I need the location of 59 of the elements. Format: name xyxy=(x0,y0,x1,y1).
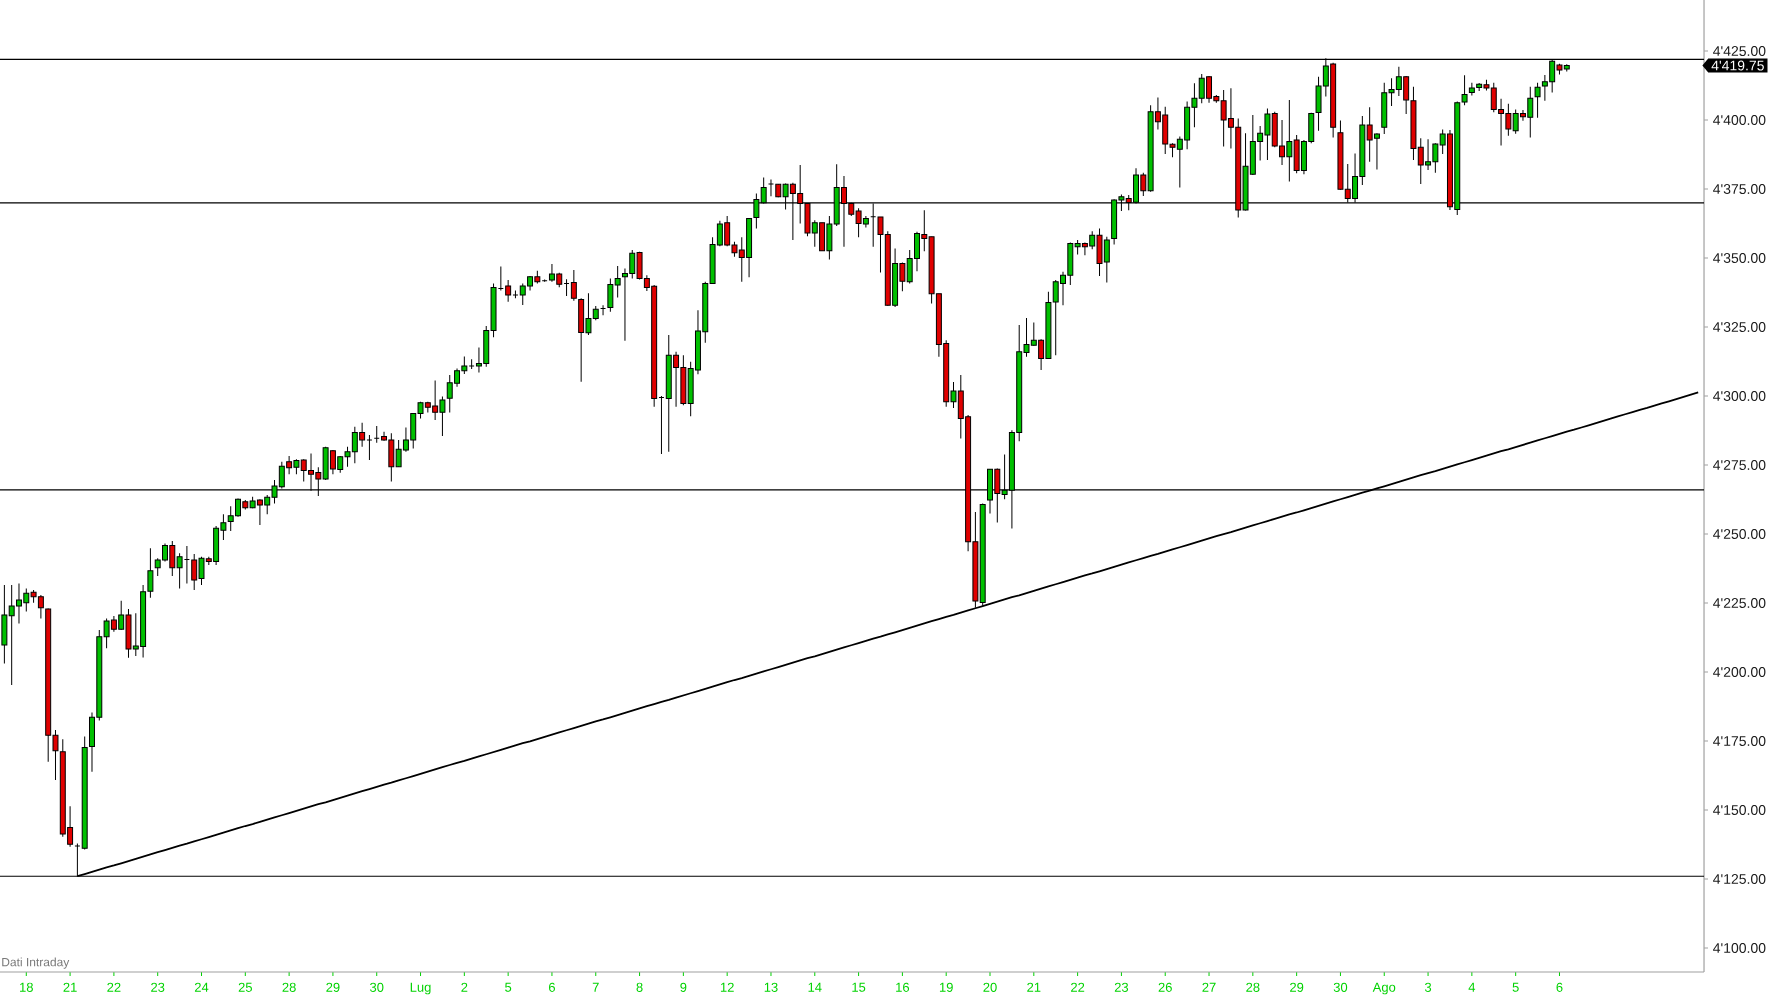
y-tick-label: 4'400.00 xyxy=(1713,115,1766,126)
x-tick-label: 3 xyxy=(1424,982,1432,992)
x-tick-label: 22 xyxy=(107,982,121,992)
x-tick-label: 6 xyxy=(549,982,555,992)
x-tick-label: 12 xyxy=(720,982,734,992)
candlestick xyxy=(607,277,614,313)
x-tick-label: 13 xyxy=(764,982,778,992)
y-tick-label: 4'175.00 xyxy=(1713,736,1766,746)
y-tick-label: 4'225.00 xyxy=(1713,598,1766,608)
x-tick-label: 14 xyxy=(808,982,822,992)
x-tick-label: 30 xyxy=(370,982,384,992)
x-tick-label: 23 xyxy=(151,982,165,992)
x-tick-label: 28 xyxy=(1246,982,1260,992)
x-tick-label: Ago xyxy=(1372,982,1396,995)
y-tick-label: 4'425.00 xyxy=(1713,46,1766,57)
x-tick-label: 9 xyxy=(680,982,687,992)
candlestick xyxy=(1534,82,1541,119)
x-tick-label: 22 xyxy=(1071,982,1085,992)
y-tick-label: 4'300.00 xyxy=(1713,391,1766,401)
y-tick-label: 4'325.00 xyxy=(1713,322,1766,332)
text: 4'419.75 xyxy=(1711,60,1764,71)
x-tick-label: 29 xyxy=(1290,982,1304,992)
y-tick-label: 4'150.00 xyxy=(1713,805,1766,815)
x-tick-label: 18 xyxy=(20,982,33,992)
x-tick-label: 30 xyxy=(1333,982,1348,992)
x-tick-label: 8 xyxy=(636,982,643,992)
x-tick-label: 21 xyxy=(1027,982,1041,992)
x-tick-label: 15 xyxy=(852,982,866,992)
x-tick-label: Lug xyxy=(410,982,431,995)
candlestick xyxy=(570,269,577,302)
candlestick xyxy=(505,279,512,303)
y-tick-label: 4'125.00 xyxy=(1713,874,1766,884)
y-tick-label: 4'275.00 xyxy=(1713,460,1766,470)
y-tick-label: 4'200.00 xyxy=(1713,667,1766,677)
x-tick-label: 5 xyxy=(505,982,512,992)
candlestick xyxy=(366,434,373,461)
x-tick-label: 26 xyxy=(1158,982,1172,992)
candlestick xyxy=(767,178,774,197)
x-tick-label: 6 xyxy=(1556,982,1563,992)
y-tick-label: 4'375.00 xyxy=(1713,184,1766,195)
x-tick-label: 28 xyxy=(282,982,296,992)
candlestick xyxy=(614,265,621,298)
y-tick-label: 4'100.00 xyxy=(1713,943,1766,953)
x-tick-label: 21 xyxy=(63,982,77,992)
x-tick-label: 7 xyxy=(592,982,599,992)
x-tick-label: 29 xyxy=(326,982,340,992)
x-tick-label: 19 xyxy=(939,982,953,992)
annotation: Dati Intraday xyxy=(2,957,70,969)
x-tick-label: 23 xyxy=(1114,982,1129,992)
x-tick-label: 5 xyxy=(1512,982,1519,992)
x-tick-label: 20 xyxy=(983,982,997,992)
x-tick-label: 25 xyxy=(238,982,252,992)
x-tick-label: 24 xyxy=(194,982,209,992)
x-tick-label: 27 xyxy=(1202,982,1216,992)
x-tick-label: 2 xyxy=(461,982,468,992)
y-tick-label: 4'350.00 xyxy=(1713,253,1766,263)
x-tick-label: 16 xyxy=(896,982,910,992)
x-tick-label: 4 xyxy=(1468,982,1476,992)
y-tick-label: 4'250.00 xyxy=(1713,529,1766,539)
